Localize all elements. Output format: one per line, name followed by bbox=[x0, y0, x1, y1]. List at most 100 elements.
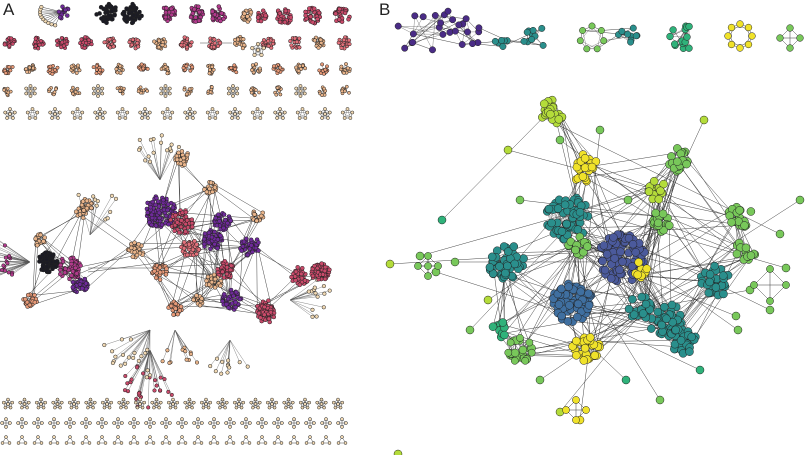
network-node bbox=[157, 38, 162, 43]
network-edge bbox=[289, 293, 325, 301]
network-edge bbox=[637, 274, 703, 282]
network-edge bbox=[76, 251, 132, 276]
network-edge bbox=[11, 261, 31, 275]
network-node bbox=[54, 38, 59, 43]
network-node bbox=[160, 43, 165, 48]
network-edge bbox=[679, 165, 738, 246]
network-node bbox=[79, 37, 84, 42]
network-node bbox=[10, 41, 15, 46]
network-edge bbox=[661, 256, 749, 324]
network-edge bbox=[652, 198, 740, 218]
network-node bbox=[197, 9, 202, 15]
network-edge bbox=[462, 31, 479, 45]
network-edge bbox=[167, 329, 176, 351]
network-node bbox=[127, 40, 132, 45]
network-edge bbox=[641, 119, 705, 256]
network-node bbox=[288, 15, 294, 20]
network-node bbox=[196, 4, 201, 9]
network-edge bbox=[289, 279, 318, 301]
network-edge bbox=[1, 261, 31, 271]
network-node bbox=[38, 38, 44, 44]
network-node bbox=[109, 8, 115, 14]
network-edge bbox=[644, 212, 738, 274]
network-edge bbox=[208, 188, 216, 233]
network-node bbox=[342, 10, 348, 16]
network-node bbox=[248, 9, 254, 15]
network-edge bbox=[514, 245, 577, 341]
network-edge bbox=[628, 184, 664, 310]
network-node bbox=[277, 19, 283, 25]
network-node bbox=[216, 4, 222, 9]
network-node bbox=[303, 13, 308, 18]
network-edge bbox=[505, 264, 528, 359]
network-edge bbox=[174, 329, 192, 355]
network-node bbox=[97, 11, 102, 16]
network-edge bbox=[227, 339, 231, 361]
network-edge bbox=[0, 260, 31, 263]
network-edge bbox=[573, 213, 771, 311]
network-node bbox=[112, 13, 117, 18]
network-node bbox=[102, 40, 107, 45]
network-edge bbox=[497, 276, 513, 326]
network-edge bbox=[149, 349, 155, 391]
network-node bbox=[130, 37, 135, 42]
network-edge bbox=[213, 186, 224, 229]
network-edge bbox=[412, 15, 436, 43]
network-node bbox=[33, 36, 38, 41]
network-edge bbox=[648, 215, 657, 305]
network-node bbox=[336, 17, 342, 22]
network-node bbox=[242, 11, 247, 16]
network-node bbox=[107, 37, 112, 42]
network-edge bbox=[289, 299, 313, 317]
network-node bbox=[108, 45, 113, 50]
network-node bbox=[179, 43, 184, 48]
network-edge bbox=[127, 349, 151, 392]
network-edge bbox=[0, 247, 31, 263]
network-node bbox=[60, 40, 65, 45]
network-node bbox=[56, 9, 62, 15]
network-node bbox=[316, 10, 322, 16]
network-edge bbox=[210, 339, 231, 367]
network-node bbox=[310, 20, 315, 25]
network-edge bbox=[174, 285, 210, 308]
network-edge bbox=[130, 329, 151, 340]
network-edge bbox=[149, 349, 161, 378]
network-edge bbox=[499, 253, 578, 331]
network-node bbox=[308, 14, 313, 19]
network-node bbox=[258, 18, 264, 24]
network-node bbox=[137, 16, 142, 21]
network-edge bbox=[413, 27, 440, 35]
network-edge bbox=[660, 190, 744, 260]
network-edge bbox=[53, 212, 82, 266]
network-edge bbox=[638, 207, 737, 263]
network-edge bbox=[89, 198, 117, 236]
network-node bbox=[106, 3, 112, 9]
network-edge bbox=[171, 253, 186, 306]
network-node bbox=[152, 39, 157, 44]
network-edge bbox=[149, 349, 156, 381]
network-edge bbox=[419, 191, 649, 257]
network-edge bbox=[159, 146, 180, 181]
network-edge bbox=[661, 169, 679, 215]
network-node bbox=[82, 45, 87, 50]
network-edge bbox=[159, 150, 168, 181]
network-node bbox=[130, 1, 135, 7]
network-node bbox=[126, 11, 132, 16]
network-node bbox=[103, 16, 109, 22]
network-node bbox=[136, 44, 141, 49]
network-edge bbox=[81, 206, 139, 247]
network-edge bbox=[641, 255, 752, 277]
network-edge bbox=[512, 250, 607, 253]
network-edge bbox=[256, 248, 258, 312]
network-node bbox=[37, 42, 42, 47]
network-node bbox=[124, 6, 129, 11]
network-edge bbox=[239, 245, 244, 299]
network-edge bbox=[138, 149, 161, 181]
network-edge bbox=[440, 22, 479, 43]
network-node bbox=[86, 37, 91, 42]
network-edge bbox=[134, 329, 151, 353]
network-edge bbox=[181, 189, 213, 248]
network-edge bbox=[559, 304, 649, 413]
network-edge bbox=[661, 214, 738, 246]
network-node bbox=[333, 11, 338, 16]
